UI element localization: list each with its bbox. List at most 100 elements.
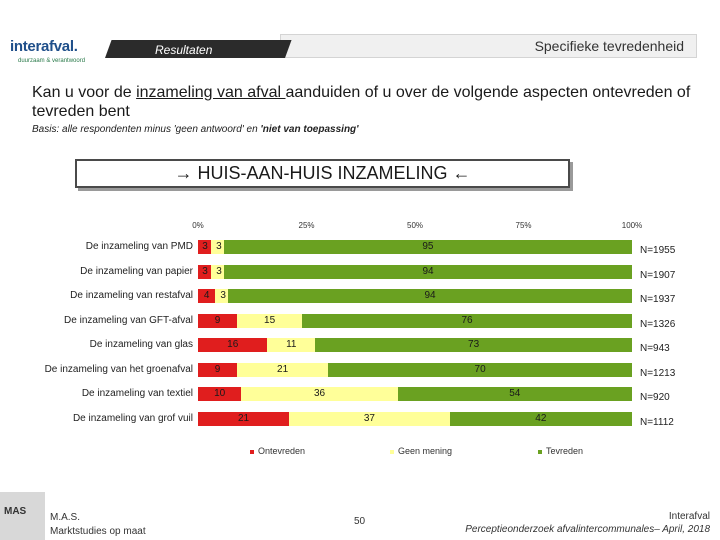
footer-company-line2: Marktstudies op maat <box>50 526 146 537</box>
value-label: 11 <box>286 339 297 350</box>
n-label: N=943 <box>640 343 670 354</box>
value-label: 21 <box>277 363 289 375</box>
bar-geen-mening <box>267 338 316 352</box>
legend-swatch-ontevreden <box>250 449 254 454</box>
category-label: De inzameling van PMD <box>85 241 193 252</box>
question-post: aanduiden of u over de volgende aspecten… <box>32 84 691 120</box>
bar-ontevreden <box>198 387 242 401</box>
x-tick-label: 0% <box>192 221 204 230</box>
bar-ontevreden <box>198 362 238 377</box>
value-label: 3 <box>220 290 226 301</box>
bar-geen-mening <box>241 387 398 401</box>
category-label: De inzameling van papier <box>80 265 193 277</box>
bar-tevreden <box>228 289 632 303</box>
footer-company: M.A.S. Marktstudies op maat <box>50 511 146 539</box>
legend-label-ontevreden: Ontevreden <box>258 446 306 456</box>
bar-tevreden <box>224 264 632 279</box>
value-label: 73 <box>468 339 480 350</box>
mas-logo: MAS <box>0 492 45 540</box>
footer-company-line1: M.A.S. <box>50 512 81 523</box>
value-label: 15 <box>264 314 276 326</box>
header-bar: Specifieke tevredenheid Resultaten <box>105 34 697 58</box>
question-pre: Kan u voor de <box>32 84 137 101</box>
legend-geen-mening: Geen mening <box>390 446 452 456</box>
bar-ontevreden <box>198 338 268 352</box>
header-title: Specifieke tevredenheid <box>534 38 684 54</box>
value-label: 36 <box>313 388 326 399</box>
header-section: Resultaten <box>155 43 213 57</box>
x-tick-label: 100% <box>621 221 643 230</box>
n-label: N=1937 <box>640 294 676 305</box>
bar-ontevreden <box>198 289 216 303</box>
n-label: N=1326 <box>640 318 676 330</box>
value-label: 95 <box>422 241 434 252</box>
bar-geen-mening <box>289 411 450 426</box>
category-label: De inzameling van restafval <box>70 290 193 301</box>
value-label: 3 <box>216 265 222 277</box>
bar-tevreden <box>397 387 632 401</box>
value-label: 76 <box>461 314 473 326</box>
bar-geen-mening <box>211 264 225 279</box>
footer-right: Interafval Perceptieonderzoek afvalinter… <box>465 510 710 536</box>
value-label: 37 <box>363 412 375 424</box>
page-number: 50 <box>354 516 366 527</box>
n-label: N=1213 <box>640 367 676 379</box>
footer-right-line1: Interafval <box>668 511 710 522</box>
bar-tevreden <box>223 240 632 254</box>
legend-swatch-tevreden <box>538 449 542 454</box>
basis-prefix: Basis: alle respondenten minus 'geen ant… <box>32 124 261 135</box>
legend-label-tevreden: Tevreden <box>546 446 584 456</box>
legend-swatch-geen-mening <box>390 449 394 454</box>
basis-bold: 'niet van toepassing' <box>260 124 359 135</box>
value-label: 3 <box>202 241 208 252</box>
value-label: 3 <box>202 265 208 277</box>
value-label: 9 <box>214 363 221 375</box>
question-underlined: inzameling van afval <box>136 84 286 101</box>
value-label: 42 <box>535 412 547 424</box>
bar-geen-mening <box>237 362 329 377</box>
bar-ontevreden <box>198 313 238 328</box>
category-label: De inzameling van het groenafval <box>44 363 193 375</box>
category-label: De inzameling van grof vuil <box>72 412 193 424</box>
stacked-bar-chart: 0% 25% 50% 75% 100% De inzameling van PMD 3 3 95… <box>0 210 720 470</box>
x-tick-label: 50% <box>406 221 424 230</box>
value-label: 54 <box>509 388 521 399</box>
value-label: 3 <box>216 241 222 252</box>
x-tick-label: 75% <box>515 221 532 230</box>
category-label: De inzameling van textiel <box>81 388 193 399</box>
category-label: De inzameling van GFT-afval <box>64 314 193 326</box>
bar-geen-mening <box>210 240 224 254</box>
header-title-box: Specifieke tevredenheid <box>280 34 697 58</box>
interafval-logo: interafval. duurzaam & verantwoord <box>10 38 90 66</box>
logo-tagline: duurzaam & verantwoord <box>18 58 86 64</box>
bar-ontevreden <box>198 264 212 279</box>
value-label: 70 <box>474 363 486 375</box>
legend-ontevreden: Ontevreden <box>250 446 305 456</box>
value-label: 94 <box>424 290 436 301</box>
bar-tevreden <box>315 338 632 352</box>
value-label: 9 <box>214 314 221 326</box>
bar-tevreden <box>328 362 632 377</box>
value-label: 16 <box>227 339 239 350</box>
value-label: 94 <box>422 265 434 277</box>
bar-tevreden <box>302 313 632 328</box>
basis-note: Basis: alle respondenten minus 'geen ant… <box>32 124 359 135</box>
legend-label-geen-mening: Geen mening <box>398 446 453 456</box>
value-label: 4 <box>203 290 210 301</box>
value-label: 21 <box>238 412 250 424</box>
bar-geen-mening <box>215 289 229 303</box>
bar-geen-mening <box>237 313 303 328</box>
n-label: N=1907 <box>640 269 676 281</box>
n-label: N=1955 <box>640 245 676 256</box>
logo-name: interafval. <box>10 38 78 55</box>
bar-tevreden <box>449 411 632 426</box>
footer-right-line2: Perceptieonderzoek afvalintercommunales–… <box>465 524 710 535</box>
section-title: → HUIS-AAN-HUIS INZAMELING ← <box>75 159 570 188</box>
value-label: 10 <box>214 388 226 399</box>
n-label: N=1112 <box>640 416 674 428</box>
x-tick-label: 25% <box>298 221 315 230</box>
bar-ontevreden <box>198 411 290 426</box>
mas-mark: MAS <box>4 506 27 517</box>
category-label: De inzameling van glas <box>89 339 193 350</box>
legend-tevreden: Tevreden <box>538 446 583 456</box>
